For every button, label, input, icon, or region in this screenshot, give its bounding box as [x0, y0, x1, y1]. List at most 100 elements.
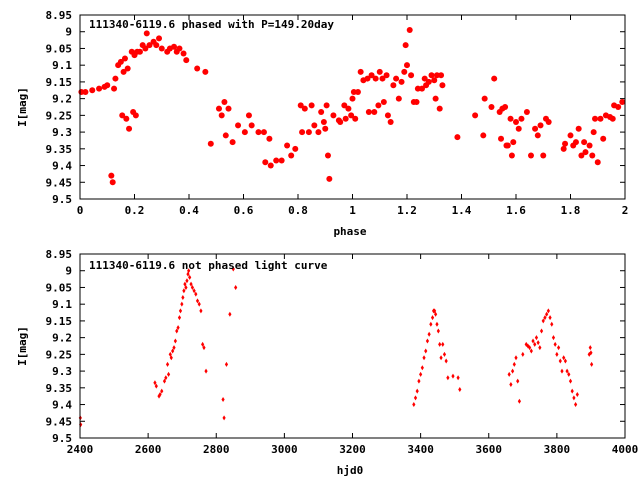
unphased-data-point: [228, 311, 232, 317]
phased-data-point: [594, 159, 601, 166]
unphased-data-point: [562, 355, 566, 361]
phased-data-point: [513, 119, 519, 126]
phased-data-point: [454, 134, 461, 141]
unphased-data-point: [517, 398, 522, 404]
unphased-data-point: [176, 325, 180, 331]
phased-data-point: [387, 119, 394, 126]
unphased-data-point: [509, 381, 513, 387]
unphased-data-point: [538, 345, 542, 351]
unphased-data-point: [555, 351, 559, 357]
phased-chart-xlabel: phase: [333, 225, 366, 238]
phased-data-point: [284, 142, 291, 149]
unphased-xtick-label: 3600: [476, 443, 503, 456]
phased-data-point: [488, 104, 495, 110]
phased-ytick-label: 9.05: [46, 42, 73, 55]
phased-data-point: [225, 105, 232, 112]
phased-data-point: [143, 30, 150, 37]
unphased-data-point: [543, 315, 547, 321]
phased-data-point: [349, 95, 356, 102]
unphased-data-point: [568, 378, 573, 384]
phased-data-point: [207, 140, 214, 147]
phased-data-point: [324, 152, 331, 159]
unphased-data-point: [413, 395, 418, 401]
phased-data-point: [266, 135, 273, 142]
phased-data-point: [120, 68, 127, 75]
phased-data-point: [267, 162, 274, 169]
unphased-data-point: [172, 345, 176, 351]
phased-xtick-label: 1.8: [561, 204, 581, 217]
phased-data-point: [241, 129, 248, 136]
phased-data-point: [308, 102, 315, 109]
unphased-xtick-label: 2800: [203, 443, 230, 456]
unphased-xtick-label: 3000: [271, 443, 298, 456]
phased-data-point: [439, 82, 446, 89]
phased-data-point: [438, 72, 445, 79]
unphased-data-point: [529, 348, 533, 354]
unphased-data-point: [164, 375, 168, 381]
phased-data-point: [408, 72, 415, 79]
phased-data-point: [398, 78, 405, 85]
phased-data-point: [297, 102, 304, 109]
phased-data-point: [348, 112, 355, 119]
phased-xtick-label: 0.8: [288, 204, 308, 217]
phased-data-point: [402, 42, 409, 49]
phased-data-point: [322, 125, 329, 132]
phased-data-point: [320, 119, 327, 126]
phased-xtick-label: 1.2: [397, 204, 417, 217]
phased-data-point: [299, 129, 306, 136]
phased-data-point: [158, 45, 165, 52]
phased-chart-ylabel: I[mag]: [16, 87, 29, 127]
phased-data-point: [153, 42, 160, 49]
phased-data-point: [428, 72, 435, 79]
phased-data-point: [124, 65, 131, 72]
phased-data-point: [202, 68, 209, 75]
unphased-data-point: [574, 402, 578, 408]
unphased-data-point: [180, 301, 184, 307]
phased-data-point: [498, 135, 505, 142]
unphased-data-point: [434, 311, 438, 317]
unphased-data-point: [190, 284, 195, 290]
unphased-xtick-label: 2600: [135, 443, 162, 456]
unphased-data-point: [539, 328, 544, 334]
phased-data-point: [132, 112, 139, 119]
unphased-data-point: [185, 278, 189, 284]
phased-data-point: [515, 125, 522, 132]
unphased-data-point: [231, 266, 235, 272]
phased-data-point: [262, 159, 269, 166]
phased-data-point: [575, 125, 582, 132]
phased-data-point: [323, 102, 330, 109]
unphased-data-point: [204, 368, 208, 374]
phased-ytick-label: 8.95: [46, 9, 73, 22]
phased-data-point: [376, 68, 383, 75]
unphased-ytick-label: 9.2: [52, 332, 72, 345]
phased-data-point: [534, 132, 541, 139]
unphased-data-point: [533, 341, 537, 347]
unphased-ytick-label: 9.4: [52, 399, 72, 412]
phased-data-point: [586, 142, 593, 149]
phased-data-point: [215, 105, 222, 112]
phased-data-point: [364, 75, 371, 82]
phased-data-point: [345, 105, 352, 112]
phased-data-point: [235, 122, 242, 129]
unphased-chart-title: 111340-6119.6 not phased light curve: [89, 259, 328, 272]
phased-chart-points: [78, 27, 626, 186]
phased-chart-title: 111340-6119.6 phased with P=149.20day: [89, 18, 334, 31]
unphased-data-point: [516, 378, 520, 384]
phased-data-point: [379, 75, 386, 82]
unphased-ytick-label: 8.95: [46, 248, 73, 261]
unphased-data-point: [541, 318, 545, 324]
unphased-data-point: [429, 321, 433, 327]
unphased-data-point: [234, 284, 238, 290]
phased-data-point: [425, 78, 432, 85]
unphased-data-point: [439, 355, 443, 361]
phased-data-point: [532, 125, 539, 132]
phased-data-point: [545, 119, 552, 126]
unphased-data-point: [572, 395, 576, 401]
phased-data-point: [117, 58, 124, 65]
phased-data-point: [288, 152, 295, 159]
unphased-data-point: [507, 371, 511, 377]
unphased-data-point: [182, 288, 186, 294]
phased-ytick-label: 9.5: [52, 193, 72, 206]
unphased-data-point: [444, 358, 448, 364]
unphased-chart-points: [78, 266, 594, 428]
